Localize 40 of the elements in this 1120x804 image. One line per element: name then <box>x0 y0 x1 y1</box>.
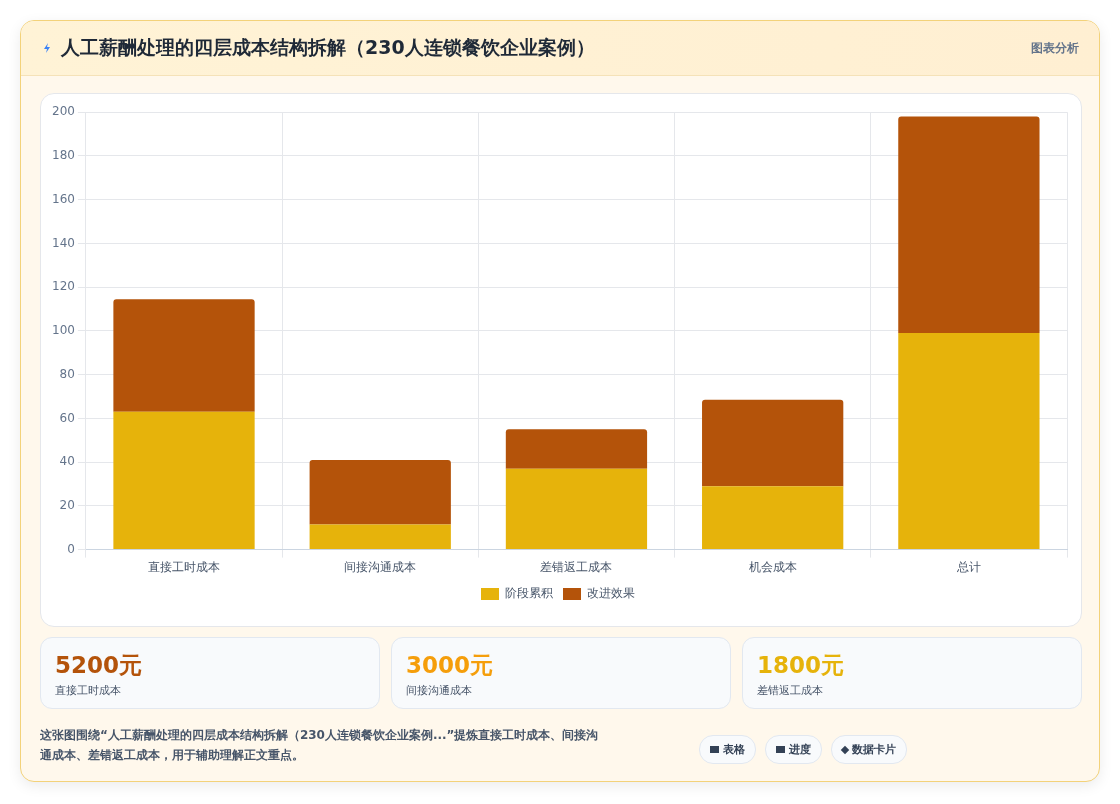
y-tick-label: 120 <box>52 279 75 294</box>
text: 3000元 <box>406 651 494 680</box>
text: 数据卡片 <box>852 742 896 757</box>
text: 进度 <box>789 742 811 757</box>
y-tick-label: 40 <box>59 454 75 469</box>
bar <box>505 468 648 550</box>
bar <box>113 299 255 412</box>
legend-label: 阶段累积 <box>505 586 553 601</box>
y-tick-label: 160 <box>52 191 75 206</box>
x-tick-label: 直接工时成本 <box>148 559 221 574</box>
text: 差错返工成本 <box>757 683 824 698</box>
text: 表格 <box>723 742 745 757</box>
bar <box>898 333 1040 550</box>
text: 间接沟通成本 <box>406 683 473 698</box>
text: 图表分析 <box>1031 39 1079 57</box>
x-tick-label: 差错返工成本 <box>540 559 613 574</box>
bar <box>113 411 255 550</box>
bar <box>505 429 648 469</box>
legend-label: 改进效果 <box>587 586 635 601</box>
y-tick-label: 60 <box>59 410 75 425</box>
y-tick-label: 180 <box>52 148 75 163</box>
bar <box>898 116 1040 334</box>
y-tick-label: 80 <box>59 366 75 381</box>
bar <box>702 399 844 487</box>
bar <box>309 459 451 525</box>
y-tick-label: 200 <box>52 104 75 119</box>
x-tick-label: 总计 <box>955 559 981 574</box>
text: 5200元 <box>55 651 143 680</box>
y-tick-label: 0 <box>67 541 75 556</box>
y-tick-label: 100 <box>52 323 75 338</box>
chart-title: 人工薪酬处理的四层成本结构拆解（230人连锁餐饮企业案例） <box>61 35 596 60</box>
y-tick-label: 140 <box>52 235 75 250</box>
x-tick-label: 间接沟通成本 <box>344 559 417 574</box>
x-tick-label: 机会成本 <box>748 559 797 574</box>
text: 直接工时成本 <box>55 683 122 698</box>
text: 这张图围绕“人工薪酬处理的四层成本结构拆解（230人连锁餐饮企业案例...”提炼直接工时成本、间接沟通成本、差错返工成本，用于辅助理解正文重点。 <box>40 727 600 764</box>
text: 1800元 <box>757 651 845 680</box>
bar <box>309 524 451 550</box>
bar <box>702 486 844 550</box>
y-tick-label: 20 <box>59 497 75 512</box>
